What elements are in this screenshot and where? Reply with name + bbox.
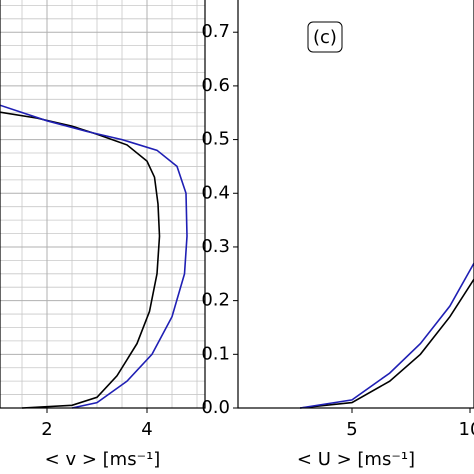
axes-frame [237,0,474,409]
x-tick-label: 10 [459,419,474,440]
x-tick-label: 2 [41,419,52,440]
y-tick-label: 0.3 [201,236,230,257]
y-tick-label: 0.7 [201,21,230,42]
profile-line [300,278,474,409]
x-tick-label: 4 [141,419,152,440]
profile-line [0,104,188,409]
y-tick-label: 0.1 [201,343,230,364]
y-tick-label: 0.5 [201,129,230,150]
y-tick-label: 0.4 [201,182,230,203]
panel-label: (c) [313,27,337,48]
profile-line [299,262,474,409]
axes-frame [0,0,206,409]
x-axis-label: < v > [ms⁻¹] [45,449,161,470]
y-tick-label: 0.6 [201,75,230,96]
y-tick-label: 0.2 [201,290,230,311]
x-tick-label: 5 [346,419,357,440]
y-tick-label: 0.0 [201,397,230,418]
x-axis-label: < U > [ms⁻¹] [297,449,415,470]
panel-label-box [307,21,343,53]
